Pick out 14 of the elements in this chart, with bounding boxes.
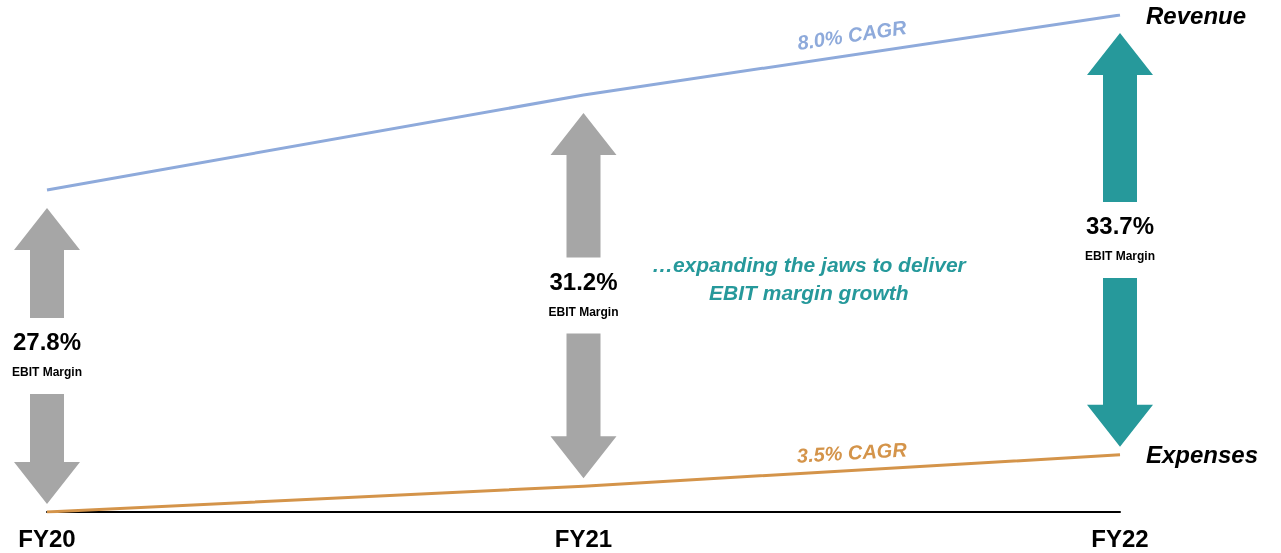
annotation: 31.2% (549, 268, 618, 296)
annotation: EBIT Margin (1084, 248, 1156, 263)
annotation: EBIT Margin (548, 304, 619, 319)
x-tick-label: FY20 (18, 524, 76, 552)
annotation: 33.7% (1085, 212, 1155, 240)
x-tick-label: FY21 (554, 524, 613, 552)
annotation: 3.5% CAGR (796, 438, 908, 467)
x-tick-label: FY22 (1091, 524, 1149, 552)
annotation: 27.8% (12, 328, 82, 356)
annotation: …expanding the jaws to deliver EBIT margin growth (651, 252, 968, 304)
annotation: EBIT Margin (11, 364, 83, 379)
series-label: Revenue (1146, 1, 1247, 29)
series-label: Expenses (1146, 441, 1259, 469)
annotation: 8.0% CAGR (795, 15, 909, 55)
